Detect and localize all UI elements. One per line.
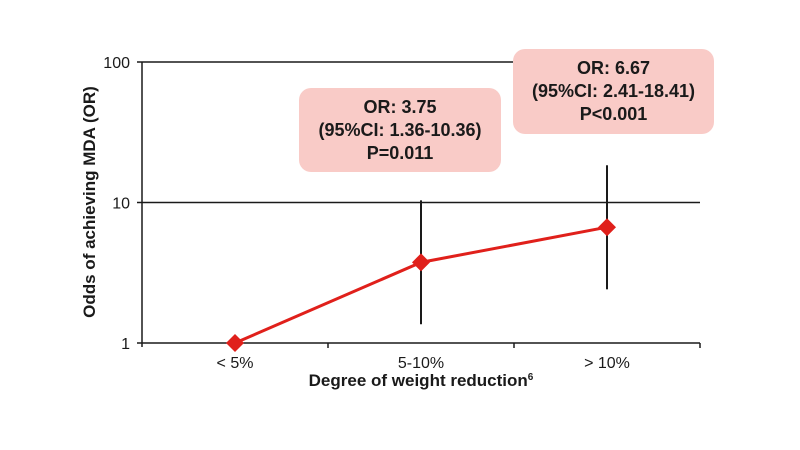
x-axis-label: Degree of weight reduction6 [309, 371, 534, 391]
x-axis-label-text: Degree of weight reduction [308, 371, 528, 390]
x-tick-label: 5-10% [398, 355, 444, 372]
data-point-marker [226, 334, 244, 352]
annotation-or: OR: 6.67 [576, 58, 651, 78]
x-tick-label: > 10% [584, 355, 630, 372]
x-tick-labels: < 5% 5-10% > 10% [217, 355, 630, 372]
annotation-ci: (95%CI: 1.36-10.36) [318, 119, 482, 140]
data-markers [226, 218, 616, 352]
y-tick-label: 1 [121, 336, 130, 353]
data-point-marker [412, 253, 430, 272]
annotation-p: P<0.001 [579, 104, 648, 124]
annotation-box-over-10: OR: 6.67 (95%CI: 2.41-18.41) P<0.001 [513, 49, 714, 134]
y-tick-label: 10 [112, 196, 130, 213]
x-axis-label-superscript: 6 [527, 372, 534, 383]
y-tick-labels: 1 10 100 [103, 55, 130, 353]
axes [137, 61, 701, 348]
y-axis-label: Odds of achieving MDA (OR) [80, 86, 99, 318]
y-tick-label: 100 [103, 55, 130, 72]
annotation-or: OR: 3.75 [363, 96, 437, 117]
data-point-marker [598, 218, 616, 237]
annotation-p: P=0.011 [366, 142, 434, 163]
annotation-box-5-10: OR: 3.75 (95%CI: 1.36-10.36) P=0.011 [299, 88, 501, 172]
annotation-ci: (95%CI: 2.41-18.41) [531, 81, 696, 101]
x-tick-label: < 5% [217, 355, 254, 372]
